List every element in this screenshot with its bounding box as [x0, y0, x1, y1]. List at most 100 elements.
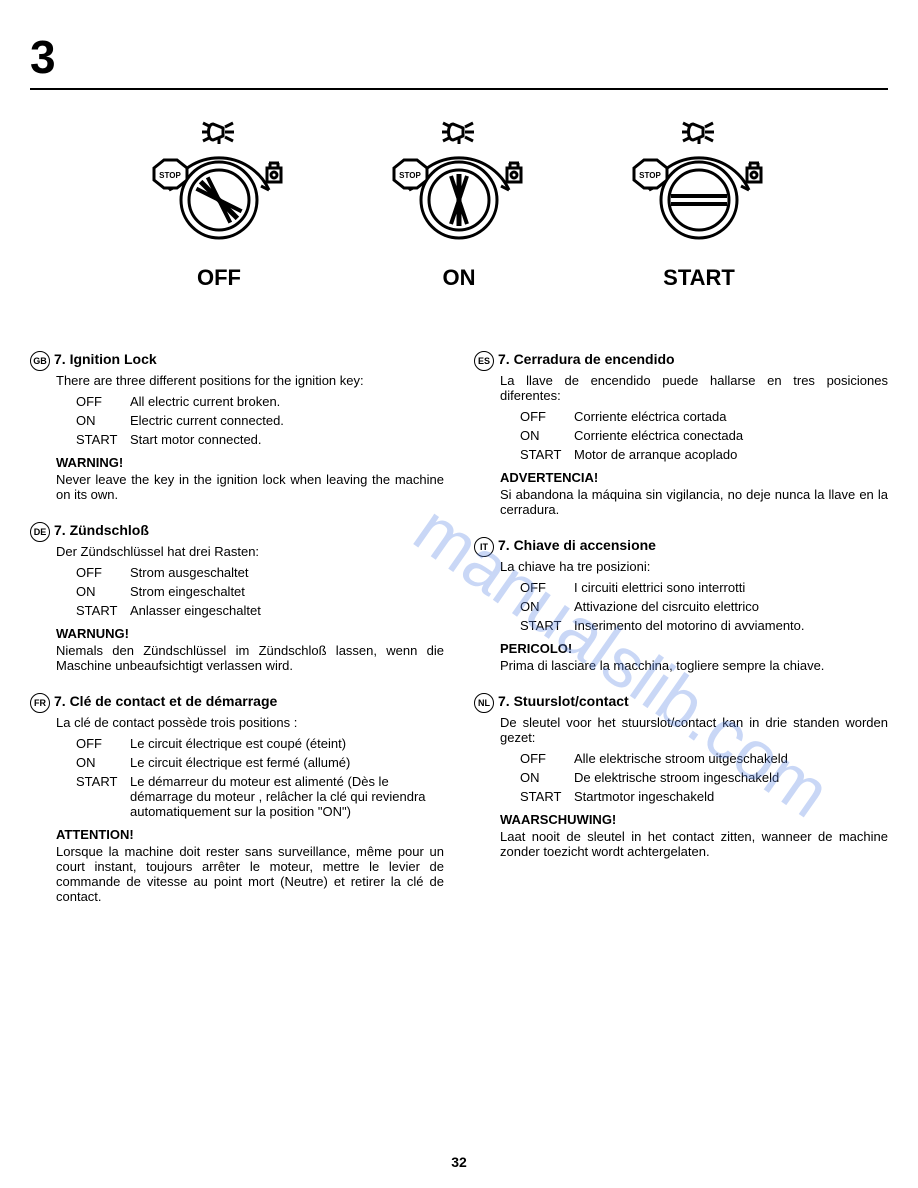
position-key: ON — [520, 770, 574, 785]
position-key: OFF — [76, 394, 130, 409]
svg-text:STOP: STOP — [159, 171, 181, 180]
lang-badge-gb: GB — [30, 351, 50, 371]
section-nl: NL7. Stuurslot/contactDe sleutel voor he… — [474, 693, 888, 859]
svg-text:STOP: STOP — [639, 171, 661, 180]
position-row: OFFAll electric current broken. — [76, 394, 444, 409]
position-key: ON — [520, 599, 574, 614]
position-row: ONStrom eingeschaltet — [76, 584, 444, 599]
position-row: STARTStartmotor ingeschakeld — [520, 789, 888, 804]
position-key: OFF — [520, 409, 574, 424]
diagram-label-start: START — [619, 265, 779, 291]
position-row: STARTMotor de arranque acoplado — [520, 447, 888, 462]
warning-text: Laat nooit de sleutel in het contact zit… — [500, 829, 888, 859]
section-title: 7. Zündschloß — [54, 522, 149, 538]
lang-badge-de: DE — [30, 522, 50, 542]
lang-badge-fr: FR — [30, 693, 50, 713]
position-key: OFF — [520, 751, 574, 766]
section-intro: La chiave ha tre posizioni: — [500, 559, 888, 574]
warning-label: PERICOLO! — [500, 641, 888, 656]
position-row: STARTAnlasser eingeschaltet — [76, 603, 444, 618]
horizontal-rule — [30, 88, 888, 90]
positions-list: OFFI circuiti elettrici sono interrottiO… — [520, 580, 888, 633]
position-value: Attivazione del cisrcuito elettrico — [574, 599, 888, 614]
lang-badge-nl: NL — [474, 693, 494, 713]
position-value: Le circuit électrique est fermé (allumé) — [130, 755, 444, 770]
position-value: Startmotor ingeschakeld — [574, 789, 888, 804]
position-row: OFFI circuiti elettrici sono interrotti — [520, 580, 888, 595]
position-key: START — [520, 789, 574, 804]
section-title: 7. Clé de contact et de démarrage — [54, 693, 277, 709]
positions-list: OFFAll electric current broken.ONElectri… — [76, 394, 444, 447]
position-value: Electric current connected. — [130, 413, 444, 428]
position-value: Anlasser eingeschaltet — [130, 603, 444, 618]
position-row: OFFLe circuit électrique est coupé (étei… — [76, 736, 444, 751]
diagram-start: STOP START — [619, 120, 779, 291]
left-column: GB7. Ignition Lock There are three differ… — [30, 351, 444, 924]
position-key: START — [76, 603, 130, 618]
position-value: Alle elektrische stroom uitgeschakeld — [574, 751, 888, 766]
diagram-label-on: ON — [379, 265, 539, 291]
position-key: ON — [520, 428, 574, 443]
position-key: OFF — [76, 565, 130, 580]
section-intro: There are three different positions for … — [56, 373, 444, 388]
diagram-off: STOP — [139, 120, 299, 291]
ignition-start-icon: STOP — [619, 120, 779, 250]
position-row: ONLe circuit électrique est fermé (allum… — [76, 755, 444, 770]
position-row: OFFAlle elektrische stroom uitgeschakeld — [520, 751, 888, 766]
position-row: OFFCorriente eléctrica cortada — [520, 409, 888, 424]
page-number-top: 3 — [30, 30, 888, 84]
warning-label: WAARSCHUWING! — [500, 812, 888, 827]
position-key: ON — [76, 584, 130, 599]
position-row: ONAttivazione del cisrcuito elettrico — [520, 599, 888, 614]
position-row: OFFStrom ausgeschaltet — [76, 565, 444, 580]
position-value: Inserimento del motorino di avviamento. — [574, 618, 888, 633]
lang-badge-it: IT — [474, 537, 494, 557]
position-key: START — [520, 618, 574, 633]
position-row: STARTInserimento del motorino di avviame… — [520, 618, 888, 633]
section-title: 7. Ignition Lock — [54, 351, 157, 367]
warning-text: Never leave the key in the ignition lock… — [56, 472, 444, 502]
section-intro: De sleutel voor het stuurslot/contact ka… — [500, 715, 888, 745]
section-title: 7. Chiave di accensione — [498, 537, 656, 553]
diagram-label-off: OFF — [139, 265, 299, 291]
warning-label: ATTENTION! — [56, 827, 444, 842]
section-intro: La clé de contact possède trois position… — [56, 715, 444, 730]
positions-list: OFFStrom ausgeschaltetONStrom eingeschal… — [76, 565, 444, 618]
position-value: I circuiti elettrici sono interrotti — [574, 580, 888, 595]
position-value: Le démarreur du moteur est alimenté (Dès… — [130, 774, 444, 819]
position-value: Strom ausgeschaltet — [130, 565, 444, 580]
position-key: START — [520, 447, 574, 462]
position-row: STARTLe démarreur du moteur est alimenté… — [76, 774, 444, 819]
position-value: Start motor connected. — [130, 432, 444, 447]
diagram-row: STOP — [30, 120, 888, 291]
positions-list: OFFLe circuit électrique est coupé (étei… — [76, 736, 444, 819]
position-key: ON — [76, 755, 130, 770]
warning-text: Niemals den Zündschlüssel im Zündschloß … — [56, 643, 444, 673]
content-columns: manualslib.com GB7. Ignition LockThere a… — [30, 351, 888, 924]
position-key: OFF — [520, 580, 574, 595]
warning-text: Lorsque la machine doit rester sans surv… — [56, 844, 444, 904]
position-value: Le circuit électrique est coupé (éteint) — [130, 736, 444, 751]
warning-label: ADVERTENCIA! — [500, 470, 888, 485]
position-key: ON — [76, 413, 130, 428]
position-row: ONDe elektrische stroom ingeschakeld — [520, 770, 888, 785]
position-value: All electric current broken. — [130, 394, 444, 409]
position-value: Corriente eléctrica cortada — [574, 409, 888, 424]
svg-text:STOP: STOP — [399, 171, 421, 180]
warning-text: Si abandona la máquina sin vigilancia, n… — [500, 487, 888, 517]
position-value: Motor de arranque acoplado — [574, 447, 888, 462]
section-it: IT7. Chiave di accensione La chiave ha tr… — [474, 537, 888, 673]
diagram-on: STOP — [379, 120, 539, 291]
position-row: ONElectric current connected. — [76, 413, 444, 428]
section-de: DE7. Zündschloß Der Zündschlüssel hat dre… — [30, 522, 444, 673]
section-fr: FR7. Clé de contact et de démarrage La cl… — [30, 693, 444, 904]
positions-list: OFFAlle elektrische stroom uitgeschakeld… — [520, 751, 888, 804]
warning-label: WARNING! — [56, 455, 444, 470]
ignition-off-icon: STOP — [139, 120, 299, 250]
warning-text: Prima di lasciare la macchina, togliere … — [500, 658, 888, 673]
position-row: ONCorriente eléctrica conectada — [520, 428, 888, 443]
section-intro: Der Zündschlüssel hat drei Rasten: — [56, 544, 444, 559]
position-key: START — [76, 432, 130, 447]
position-row: STARTStart motor connected. — [76, 432, 444, 447]
position-value: Strom eingeschaltet — [130, 584, 444, 599]
